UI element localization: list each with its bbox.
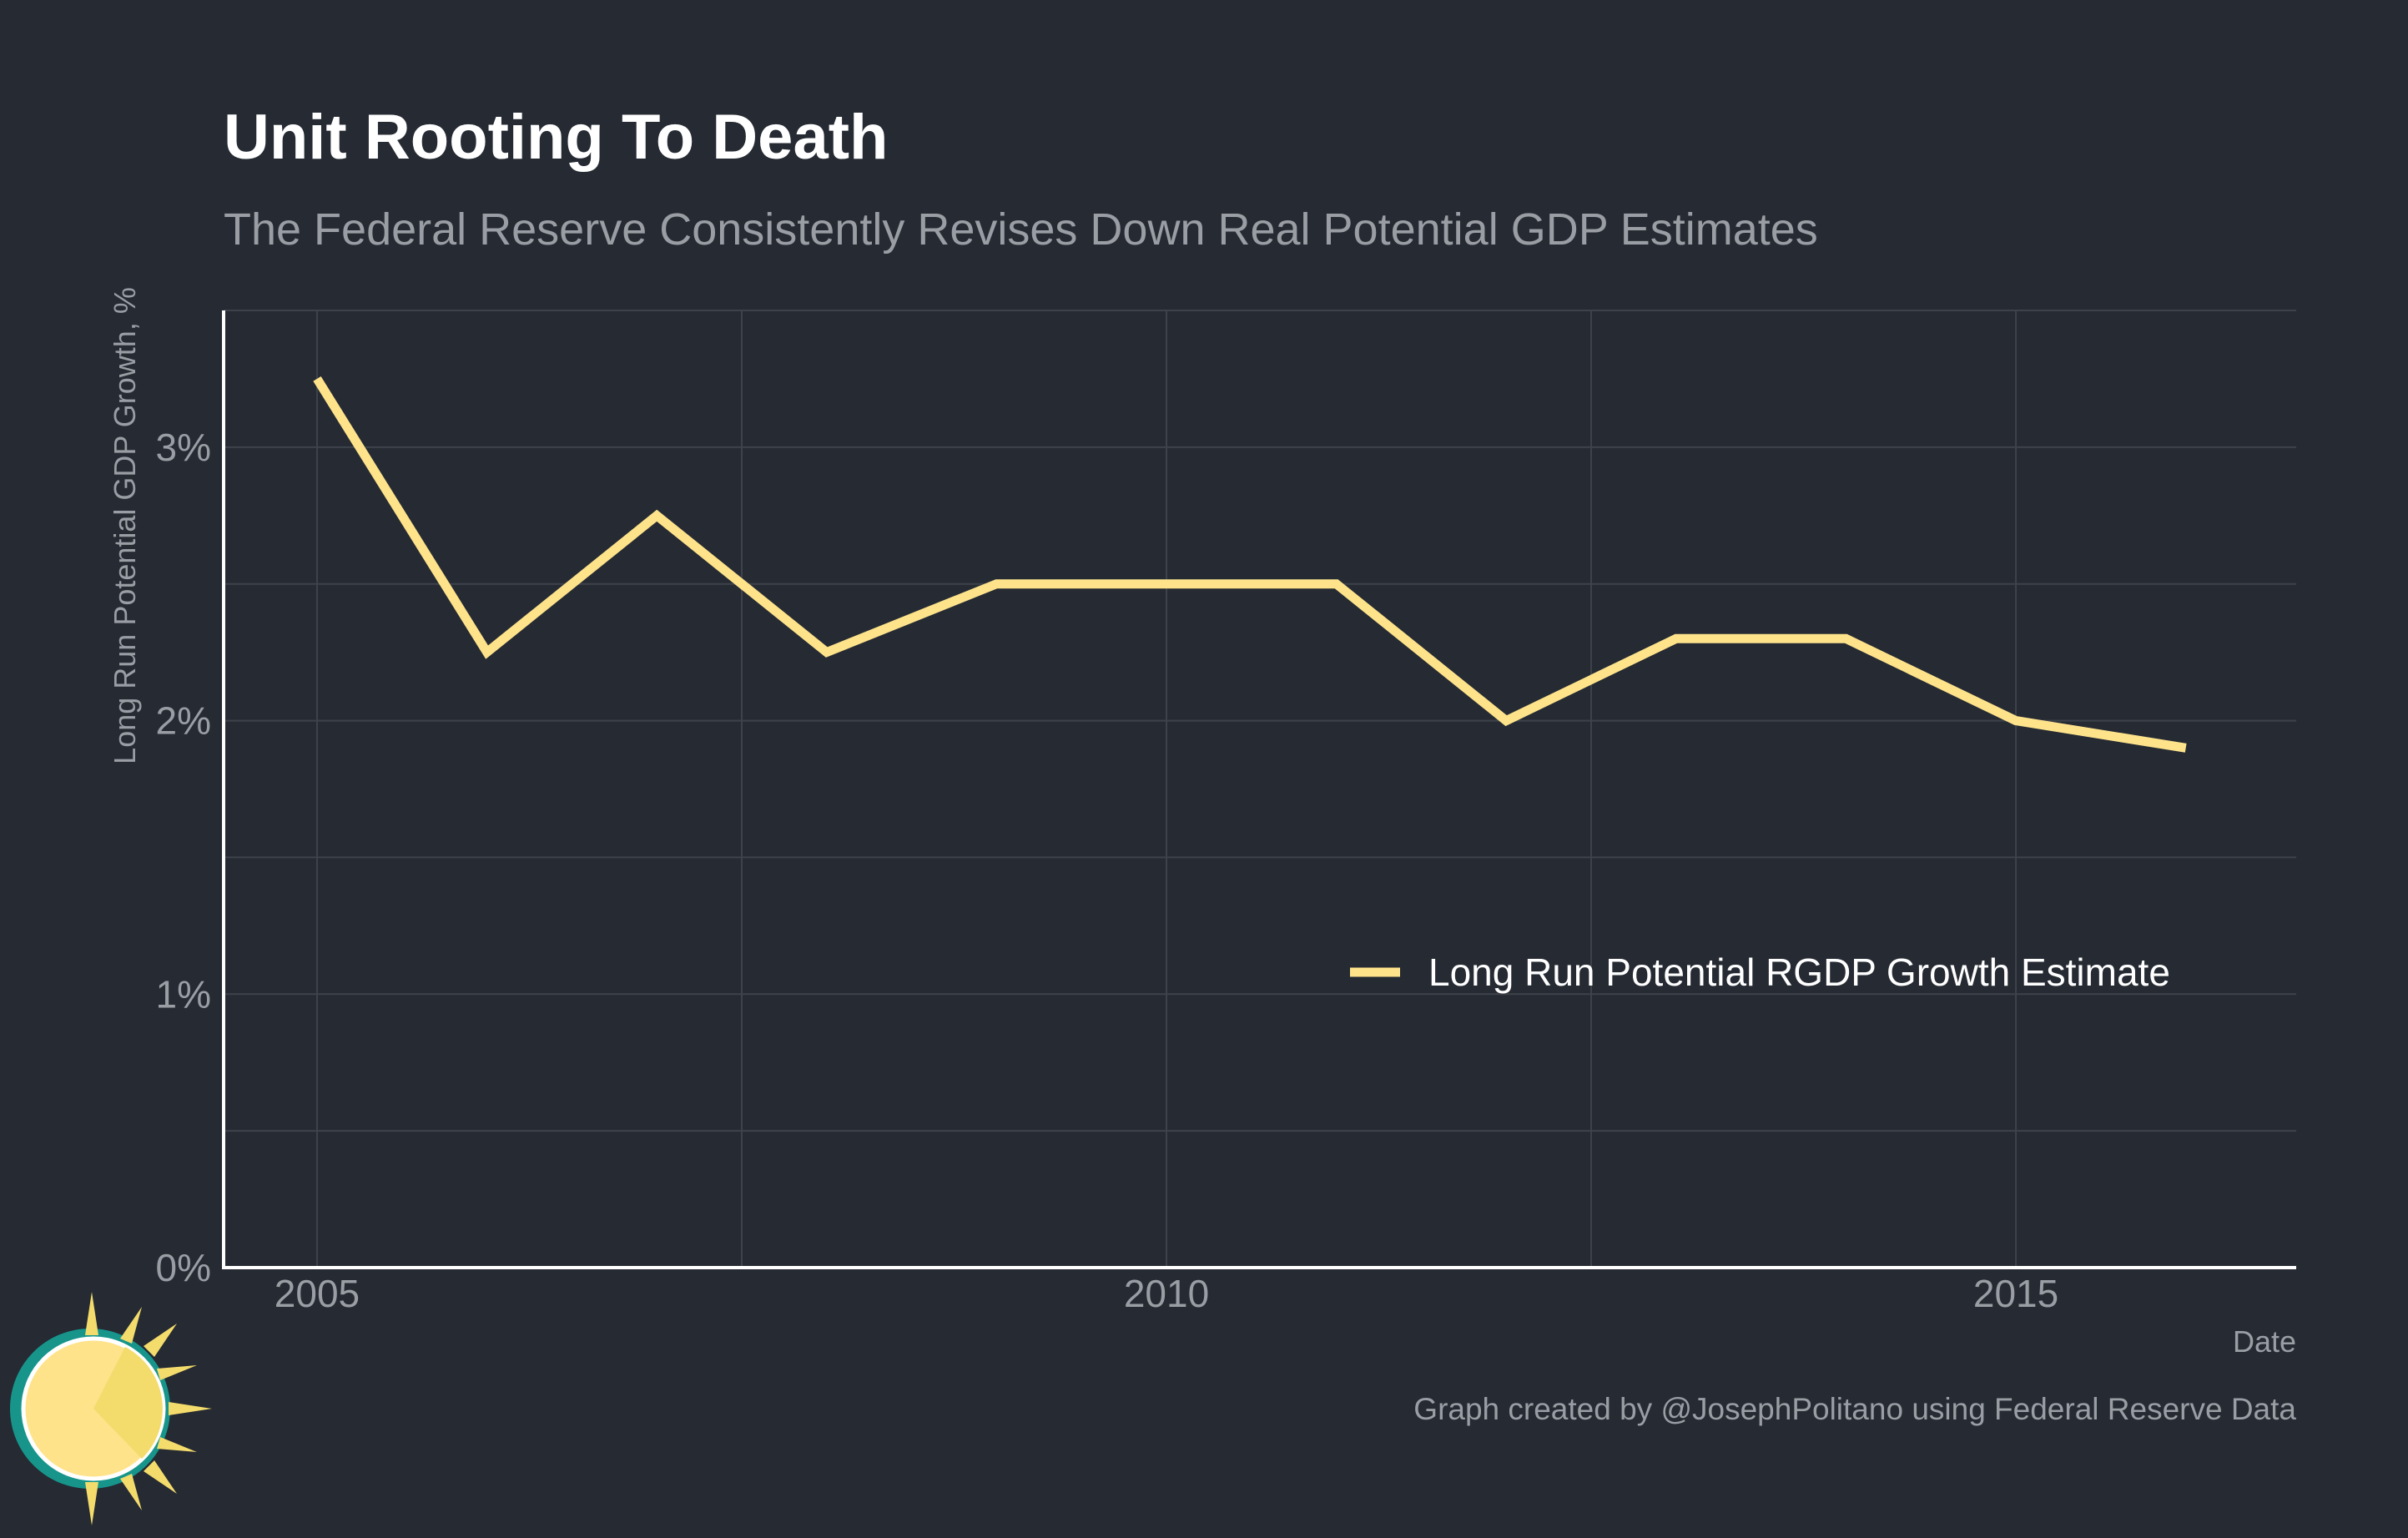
- sun-logo-icon: [10, 1292, 212, 1525]
- axes: [222, 310, 2296, 1269]
- chart-subtitle: The Federal Reserve Consistently Revises…: [224, 204, 1818, 255]
- y-tick-label: 0%: [156, 1246, 211, 1289]
- x-tick-label: 2005: [275, 1272, 360, 1315]
- x-tick-label: 2015: [1973, 1272, 2058, 1315]
- y-tick-label: 1%: [156, 972, 211, 1016]
- tick-labels: 0% 1% 2% 3% 2005 2010 2015: [156, 426, 2059, 1315]
- x-axis-title: Date: [2233, 1324, 2296, 1359]
- legend-label: Long Run Potential RGDP Growth Estimate: [1428, 951, 2170, 994]
- series: [313, 376, 2187, 753]
- y-tick-label: 2%: [156, 699, 211, 743]
- series-line: [313, 376, 2187, 753]
- y-axis-title: Long Run Potential GDP Growth, %: [108, 287, 142, 764]
- x-tick-label: 2010: [1124, 1272, 1209, 1315]
- chart-title: Unit Rooting To Death: [224, 102, 888, 173]
- chart-caption: Graph created by @JosephPolitano using F…: [1413, 1392, 2296, 1426]
- y-tick-label: 3%: [156, 426, 211, 469]
- legend: Long Run Potential RGDP Growth Estimate: [1350, 951, 2170, 994]
